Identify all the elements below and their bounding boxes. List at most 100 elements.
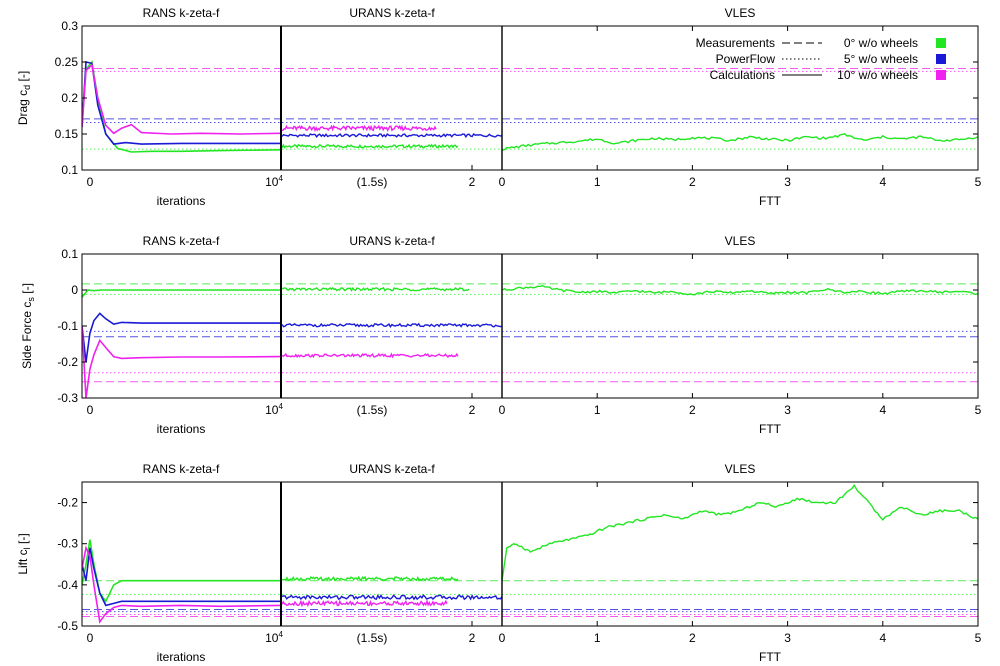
- y-axis-label: Side Force cs [-]: [20, 283, 36, 369]
- y-tick-label: -0.5: [57, 619, 78, 633]
- legend-case-swatch-0deg: [936, 38, 946, 48]
- legend-style-label: PowerFlow: [716, 52, 776, 66]
- x-tick-label-vles: 0: [499, 175, 506, 189]
- row-plot-area: [82, 484, 978, 624]
- urans-series-5deg: [281, 132, 502, 139]
- x-axis-label-vles: FTT: [759, 422, 782, 436]
- x-tick-label-rans: 0: [87, 175, 94, 189]
- y-tick-label: 0.25: [55, 55, 79, 69]
- x-tick-label-urans: 2: [469, 403, 476, 417]
- x-tick-label-vles: 3: [784, 403, 791, 417]
- urans-series-10deg: [281, 352, 459, 359]
- y-tick-label: -0.1: [57, 319, 78, 333]
- y-tick-label: 0.3: [61, 19, 78, 33]
- rans-series-0deg: [82, 60, 281, 153]
- x-tick-label-vles: 4: [879, 631, 886, 645]
- x-axis-label-vles: FTT: [759, 650, 782, 664]
- plot-frame: [81, 253, 979, 399]
- x-axis-label-rans: iterations: [157, 194, 206, 208]
- x-tick-label-urans: 2: [469, 631, 476, 645]
- row-plot-area: [82, 283, 978, 398]
- rans-series-5deg: [82, 547, 280, 607]
- x-tick-label-vles: 4: [879, 175, 886, 189]
- x-tick-label-rans: 104: [265, 174, 283, 189]
- x-tick-label-rans: 104: [265, 630, 283, 645]
- x-tick-label-urans: (1.5s): [357, 631, 388, 645]
- x-tick-label-vles: 5: [975, 175, 982, 189]
- x-tick-label-vles: 2: [689, 175, 696, 189]
- plot-frame: [81, 481, 979, 627]
- x-tick-label-urans: (1.5s): [357, 175, 388, 189]
- legend: Measurements PowerFlow Calculations 0° w/o …: [696, 36, 946, 82]
- y-tick-label: -0.4: [57, 578, 78, 592]
- x-tick-label-vles: 5: [975, 631, 982, 645]
- panel-title: VLES: [725, 6, 756, 20]
- y-tick-label: -0.2: [57, 355, 78, 369]
- urans-series-10deg: [281, 124, 437, 133]
- x-axis-label-vles: FTT: [759, 194, 782, 208]
- panel-title: URANS k-zeta-f: [349, 6, 435, 20]
- chart-row-1: RANS k-zeta-f URANS k-zeta-f VLES -0.3 -0.2 -…: [20, 234, 982, 436]
- x-tick-label-vles: 1: [594, 631, 601, 645]
- panel-title: VLES: [725, 234, 756, 248]
- x-tick-label-vles: 1: [594, 403, 601, 417]
- y-tick-label: -0.3: [57, 537, 78, 551]
- panel-title: RANS k-zeta-f: [143, 462, 220, 476]
- x-tick-label-vles: 4: [879, 403, 886, 417]
- urans-series-5deg: [281, 593, 503, 601]
- legend-case-label: 0° w/o wheels: [844, 36, 918, 50]
- rans-series-5deg: [82, 61, 280, 145]
- legend-case-swatch-5deg: [936, 54, 946, 64]
- legend-case-label: 5° w/o wheels: [844, 52, 918, 66]
- urans-series-0deg: [281, 143, 459, 149]
- urans-series-5deg: [281, 322, 503, 328]
- vles-series-0deg: [501, 133, 978, 151]
- rans-series-10deg: [82, 325, 281, 398]
- x-tick-label-vles: 1: [594, 175, 601, 189]
- x-tick-label-vles: 2: [689, 631, 696, 645]
- x-tick-label-urans: 2: [469, 175, 476, 189]
- y-tick-label: -0.2: [57, 496, 78, 510]
- y-tick-label: 0: [71, 283, 78, 297]
- row-plot-area: [82, 60, 978, 153]
- panel-title: RANS k-zeta-f: [143, 234, 220, 248]
- vles-series-0deg: [501, 284, 978, 296]
- y-axis-label: Lift cl [-]: [16, 533, 32, 574]
- x-tick-label-rans: 0: [87, 403, 94, 417]
- y-tick-label: 0.1: [61, 163, 78, 177]
- chart-row-0: RANS k-zeta-f URANS k-zeta-f VLES 0.1 0.15 0.…: [16, 6, 982, 208]
- urans-series-10deg: [281, 599, 448, 608]
- legend-style-label: Calculations: [710, 68, 775, 82]
- panel-title: RANS k-zeta-f: [143, 6, 220, 20]
- x-tick-label-vles: 3: [784, 175, 791, 189]
- x-tick-label-rans: 0: [87, 631, 94, 645]
- panel-title: VLES: [725, 462, 756, 476]
- x-tick-label-vles: 0: [499, 631, 506, 645]
- panel-title: URANS k-zeta-f: [349, 462, 435, 476]
- legend-case-label: 10° w/o wheels: [837, 68, 918, 82]
- rans-series-5deg: [82, 312, 280, 363]
- x-tick-label-vles: 0: [499, 403, 506, 417]
- urans-series-0deg: [281, 286, 470, 292]
- rans-series-10deg: [82, 63, 281, 135]
- rans-series-0deg: [82, 289, 280, 298]
- rans-series-10deg: [82, 545, 281, 624]
- x-tick-label-urans: (1.5s): [357, 403, 388, 417]
- x-axis-label-rans: iterations: [157, 650, 206, 664]
- legend-style-label: Measurements: [696, 36, 775, 50]
- x-tick-label-rans: 104: [265, 402, 283, 417]
- y-tick-label: 0.2: [61, 91, 78, 105]
- chart-row-2: RANS k-zeta-f URANS k-zeta-f VLES -0.5 -0.4 -…: [16, 462, 982, 664]
- y-tick-label: 0.1: [61, 247, 78, 261]
- rans-series-0deg: [82, 539, 280, 603]
- urans-series-0deg: [281, 575, 459, 582]
- panel-title: URANS k-zeta-f: [349, 234, 435, 248]
- vles-series-0deg: [501, 484, 978, 581]
- y-axis-label: Drag cd [-]: [16, 71, 32, 125]
- x-tick-label-vles: 3: [784, 631, 791, 645]
- y-tick-label: 0.15: [55, 127, 79, 141]
- x-tick-label-vles: 2: [689, 403, 696, 417]
- legend-case-swatch-10deg: [936, 70, 946, 80]
- x-tick-label-vles: 5: [975, 403, 982, 417]
